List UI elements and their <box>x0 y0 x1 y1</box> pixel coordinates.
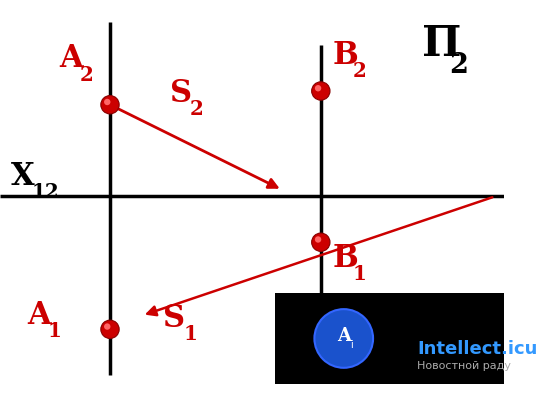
Circle shape <box>315 236 321 243</box>
Text: Новостной раду: Новостной раду <box>417 361 511 371</box>
Text: 2: 2 <box>190 99 203 119</box>
Circle shape <box>315 309 373 368</box>
Text: 2: 2 <box>449 52 468 79</box>
Text: A: A <box>28 300 51 331</box>
Text: X: X <box>11 161 35 192</box>
Text: S: S <box>163 303 185 334</box>
Circle shape <box>104 323 111 330</box>
Circle shape <box>312 233 330 251</box>
Text: A: A <box>59 44 83 74</box>
Text: 12: 12 <box>31 182 59 202</box>
Text: 2: 2 <box>353 61 367 81</box>
Text: 1: 1 <box>183 324 197 344</box>
Circle shape <box>101 96 119 114</box>
Text: A: A <box>337 327 351 345</box>
Circle shape <box>104 99 111 105</box>
Text: 1: 1 <box>48 321 62 341</box>
FancyBboxPatch shape <box>275 293 504 384</box>
Text: S: S <box>169 78 192 109</box>
Text: i: i <box>350 340 353 350</box>
Text: Π: Π <box>422 23 461 65</box>
Circle shape <box>315 85 321 92</box>
Text: B: B <box>333 243 359 274</box>
Text: Intellect.icu: Intellect.icu <box>417 340 537 358</box>
Text: B: B <box>333 40 359 71</box>
Text: 1: 1 <box>353 264 367 284</box>
Text: 2: 2 <box>80 64 94 84</box>
Circle shape <box>101 320 119 338</box>
Circle shape <box>312 82 330 100</box>
